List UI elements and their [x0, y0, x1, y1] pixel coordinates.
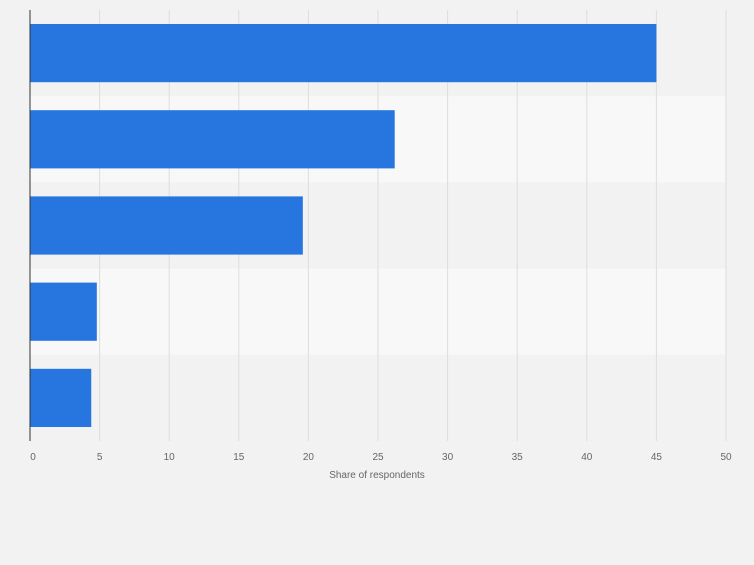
- x-tick-label: 35: [512, 452, 524, 463]
- bars: [30, 24, 657, 427]
- bar: [30, 282, 97, 341]
- bar: [30, 196, 303, 255]
- x-tick-label: 25: [372, 452, 384, 463]
- bar: [30, 368, 92, 427]
- x-tick-label: 10: [164, 452, 176, 463]
- x-axis-label: Share of respondents: [329, 470, 425, 481]
- x-tick-label: 5: [97, 452, 103, 463]
- x-tick-label: 50: [720, 452, 732, 463]
- x-tick-label: 0: [30, 452, 36, 463]
- x-tick-label: 15: [233, 452, 245, 463]
- x-tick-labels: 0 5 10 15 20 25 30 35 40 45 50: [30, 452, 732, 463]
- x-tick-label: 20: [303, 452, 315, 463]
- bar: [30, 24, 657, 83]
- x-tick-label: 40: [581, 452, 593, 463]
- x-tick-label: 45: [651, 452, 663, 463]
- x-tick-label: 30: [442, 452, 454, 463]
- bar: [30, 110, 395, 169]
